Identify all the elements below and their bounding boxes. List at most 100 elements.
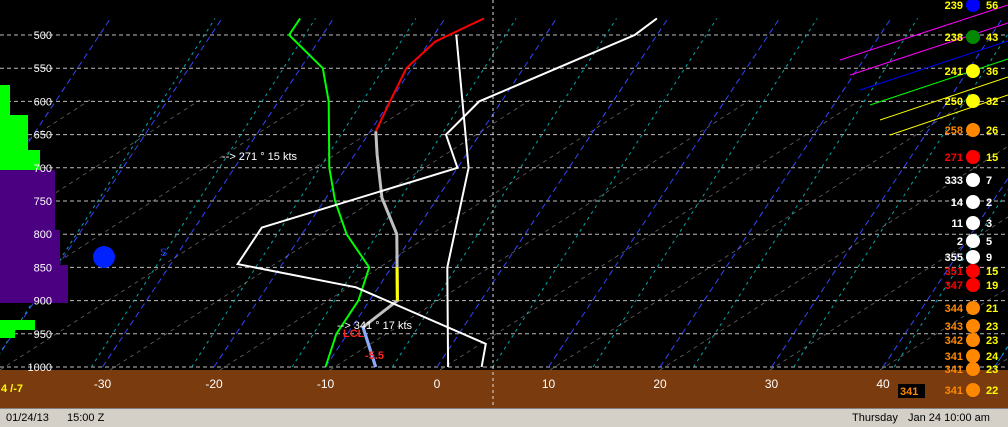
wind-vector-4: [879, 76, 1008, 121]
isotherm-line: [325, 18, 557, 368]
storm-marker-label: S: [160, 247, 167, 259]
wind-row: 351 15: [945, 264, 998, 278]
pressure-tick-550: 550: [34, 63, 52, 75]
wind-dot: [966, 349, 980, 363]
pressure-tick-600: 600: [34, 96, 52, 108]
trace-line-4: [446, 34, 470, 368]
temp-tick-20: 20: [653, 377, 667, 391]
wind-direction: 344: [945, 303, 964, 315]
wind-speed: 21: [986, 303, 998, 315]
dry-adiabat-line: [109, 99, 531, 370]
lcl-label: LCL: [343, 328, 365, 340]
trace-line-0: [374, 17, 485, 132]
wind-dot: [966, 234, 980, 248]
wind-row: 342 23: [945, 333, 998, 347]
status-valid-time: Jan 24 10:00 am: [908, 412, 990, 424]
pressure-tick-650: 650: [34, 130, 52, 142]
wind-dot: [966, 333, 980, 347]
wind-speed: 24: [986, 351, 999, 363]
mixing-ratio-line: [191, 18, 417, 368]
isotherm-line: [102, 18, 334, 368]
wind-dot: [966, 64, 980, 78]
wind-row: 238 43: [945, 30, 998, 44]
pressure-tick-700: 700: [34, 163, 52, 175]
ground-strip: [0, 370, 1008, 408]
wind-row: 239 56: [945, 0, 998, 12]
mixing-ratio-line: [492, 18, 718, 368]
wind-dot: [966, 319, 980, 333]
wind-dot: [966, 195, 980, 209]
surface-value: -5.5: [365, 350, 384, 362]
wind-row: 355 9: [945, 250, 992, 264]
wind-row: 341 24: [945, 349, 999, 363]
mixing-ratio-line: [693, 18, 918, 368]
wind-row: 333 7: [945, 173, 992, 187]
wind-direction: 341: [945, 364, 963, 376]
status-bar: 01/24/13 15:00 Z Thursday Jan 24 10:00 a…: [0, 408, 1008, 427]
mixing-ratio-line: [0, 18, 216, 354]
wind-row: 14 2: [951, 195, 992, 209]
left-histogram: [0, 85, 68, 338]
wind-dot: [966, 383, 980, 397]
wind-annotation-lower: --> 341 ° 17 kts: [337, 320, 413, 332]
pressure-tick-750: 750: [34, 196, 52, 208]
dry-adiabat-line: [549, 99, 971, 370]
dry-adiabat-line: [0, 99, 311, 300]
wind-direction: 341: [945, 385, 963, 397]
wind-speed: 15: [986, 152, 998, 164]
wind-dot: [966, 278, 980, 292]
temp-tick--30: -30: [94, 377, 112, 391]
storm-marker[interactable]: [93, 246, 115, 268]
dry-adiabat-line: [0, 99, 201, 230]
wind-vector-5: [889, 94, 1008, 136]
wind-row: 271 15: [945, 150, 998, 164]
wind-direction: 14: [951, 197, 964, 209]
wind-dot: [966, 123, 980, 137]
wind-direction: 250: [945, 96, 963, 108]
wind-direction: 351: [945, 266, 963, 278]
wind-speed: 32: [986, 96, 998, 108]
wind-speed: 3: [986, 218, 992, 230]
wind-direction: 241: [945, 66, 963, 78]
pressure-tick-900: 900: [34, 296, 52, 308]
wind-row: 250 32: [945, 94, 998, 108]
wind-speed: 5: [986, 236, 992, 248]
wind-direction: 258: [945, 125, 963, 137]
wind-direction: 333: [945, 175, 963, 187]
wind-dot: [966, 0, 980, 12]
mixing-ratio-line: [793, 32, 1008, 368]
temp-tick-30: 30: [765, 377, 779, 391]
wind-row: 347 19: [945, 278, 998, 292]
pressure-tick-800: 800: [34, 229, 52, 241]
status-day: Thursday: [852, 412, 898, 424]
temp-tick--10: -10: [317, 377, 335, 391]
wind-speed: 23: [986, 364, 998, 376]
wind-speed: 15: [986, 266, 998, 278]
wind-row: 11 3: [951, 216, 992, 230]
pressure-labels: 500 550 600 650 700 750 800 850 900 950 1000: [28, 30, 52, 374]
wind-vector-0: [839, 4, 1008, 61]
dry-adiabat-line: [329, 99, 751, 370]
profile-traces: [235, 4, 1008, 368]
dry-adiabat-line: [439, 99, 861, 370]
wind-speed: 7: [986, 175, 992, 187]
wind-vector-3: [869, 58, 1008, 106]
wind-dot: [966, 362, 980, 376]
wind-speed: 26: [986, 125, 998, 137]
status-time: 15:00 Z: [67, 412, 105, 424]
bottom-right-box: [898, 384, 925, 398]
mixing-ratio-line: [90, 18, 316, 368]
isotherm-line: [213, 18, 446, 368]
mixing-ratio-line: [592, 18, 818, 368]
pressure-tick-950: 950: [34, 329, 52, 341]
status-date: 01/24/13: [6, 412, 49, 424]
wind-speed: 56: [986, 0, 998, 12]
trace-line-2: [287, 17, 371, 368]
wind-vector-2: [859, 40, 1008, 91]
wind-direction: 239: [945, 0, 963, 12]
wind-row: 341 22: [945, 383, 998, 397]
wind-speed: 19: [986, 280, 998, 292]
wind-direction: 355: [945, 252, 963, 264]
